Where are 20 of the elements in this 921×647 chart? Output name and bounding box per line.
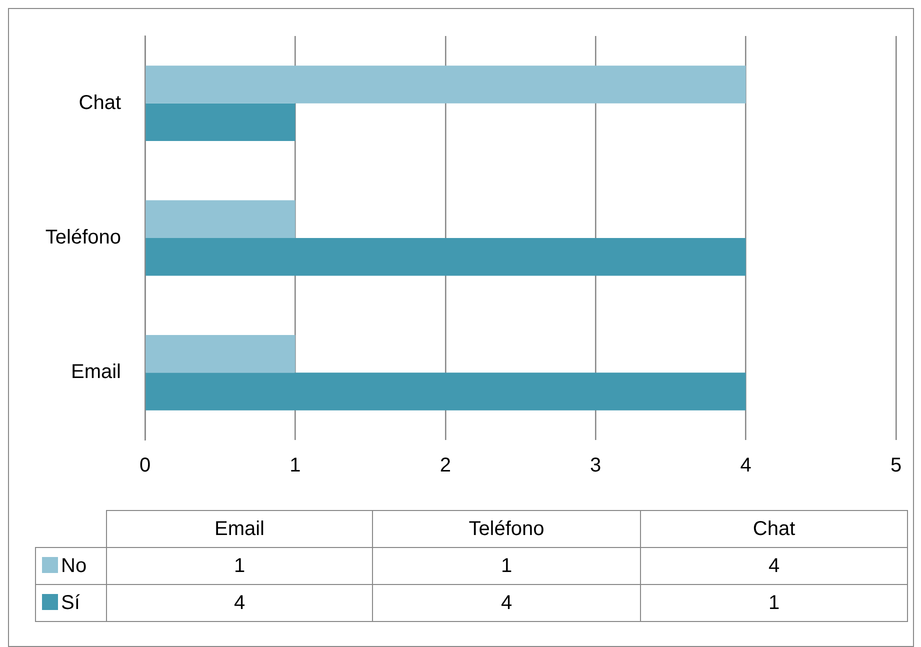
x-tick-label: 5 — [890, 454, 902, 477]
x-tick-label: 3 — [590, 454, 602, 477]
text: 4 — [640, 548, 908, 584]
x-tick-label: 1 — [290, 454, 301, 477]
text: 4 — [372, 584, 640, 622]
x-tick-label: 0 — [139, 454, 151, 477]
category-label: Teléfono — [468, 518, 544, 540]
x-tick-label: 2 — [440, 454, 451, 477]
y-tick-label: Teléfono — [45, 226, 121, 249]
legend-label: No — [36, 548, 106, 584]
category-label: Chat — [752, 518, 796, 540]
text: 1 — [640, 584, 908, 622]
text: 4 — [106, 584, 372, 622]
text: 1 — [372, 548, 640, 584]
category-label: Email — [214, 518, 264, 540]
text: 1 — [106, 548, 372, 584]
legend-label: Sí — [36, 584, 106, 622]
x-tick-label: 4 — [740, 454, 752, 477]
y-tick-label: Email — [70, 361, 121, 384]
y-tick-label: Chat — [78, 92, 122, 114]
